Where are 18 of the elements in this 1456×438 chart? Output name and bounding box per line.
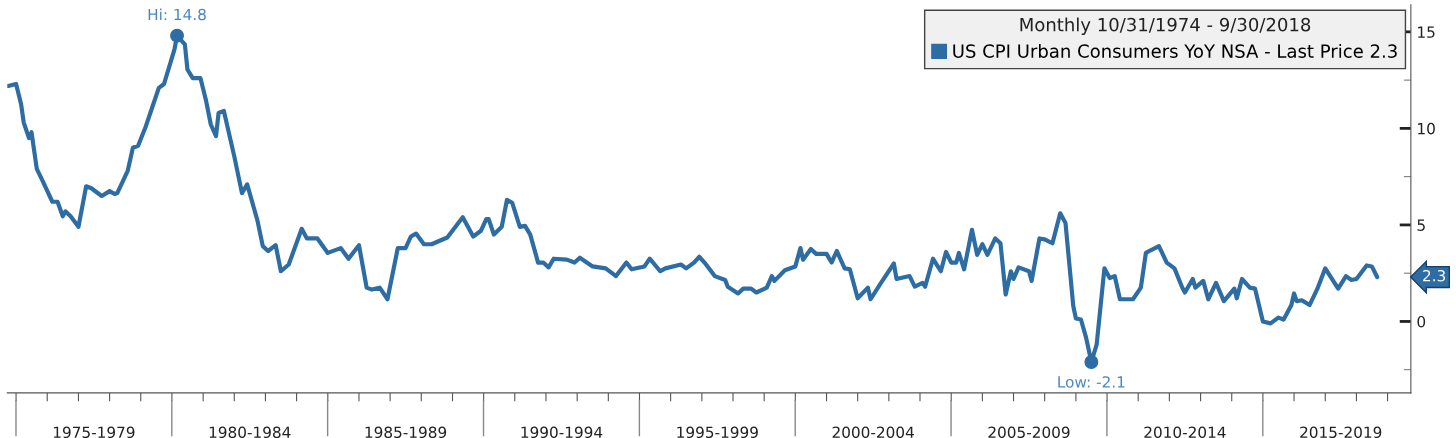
x-tick-label: 1985-1989	[365, 426, 447, 438]
x-tick-label: 2010-2014	[1144, 426, 1226, 438]
annotation: Hi: 14.8	[148, 8, 206, 21]
x-tick-label: 1990-1994	[521, 426, 603, 438]
x-tick-label: 1975-1979	[53, 426, 135, 438]
legend-label: US CPI Urban Consumers YoY NSA - Last Price 2.3	[953, 43, 1397, 58]
x-tick-label: 2000-2004	[832, 426, 914, 438]
x-tick-label: 1995-1999	[677, 426, 758, 438]
y-tick-label: 15	[1418, 26, 1435, 38]
y-tick-label: 5	[1417, 219, 1425, 231]
x-tick-label: 1980-1984	[209, 426, 291, 438]
y-tick-label: 0	[1417, 315, 1426, 328]
text: 2.3	[1423, 269, 1446, 282]
y-tick-label: 10	[1418, 122, 1435, 135]
x-tick-label: 2015-2019	[1300, 426, 1382, 438]
annotation: Low: -2.1	[1058, 376, 1125, 388]
legend-title: Monthly 10/31/1974 - 9/30/2018	[1020, 17, 1311, 35]
x-tick-label: 2005-2009	[988, 426, 1070, 438]
